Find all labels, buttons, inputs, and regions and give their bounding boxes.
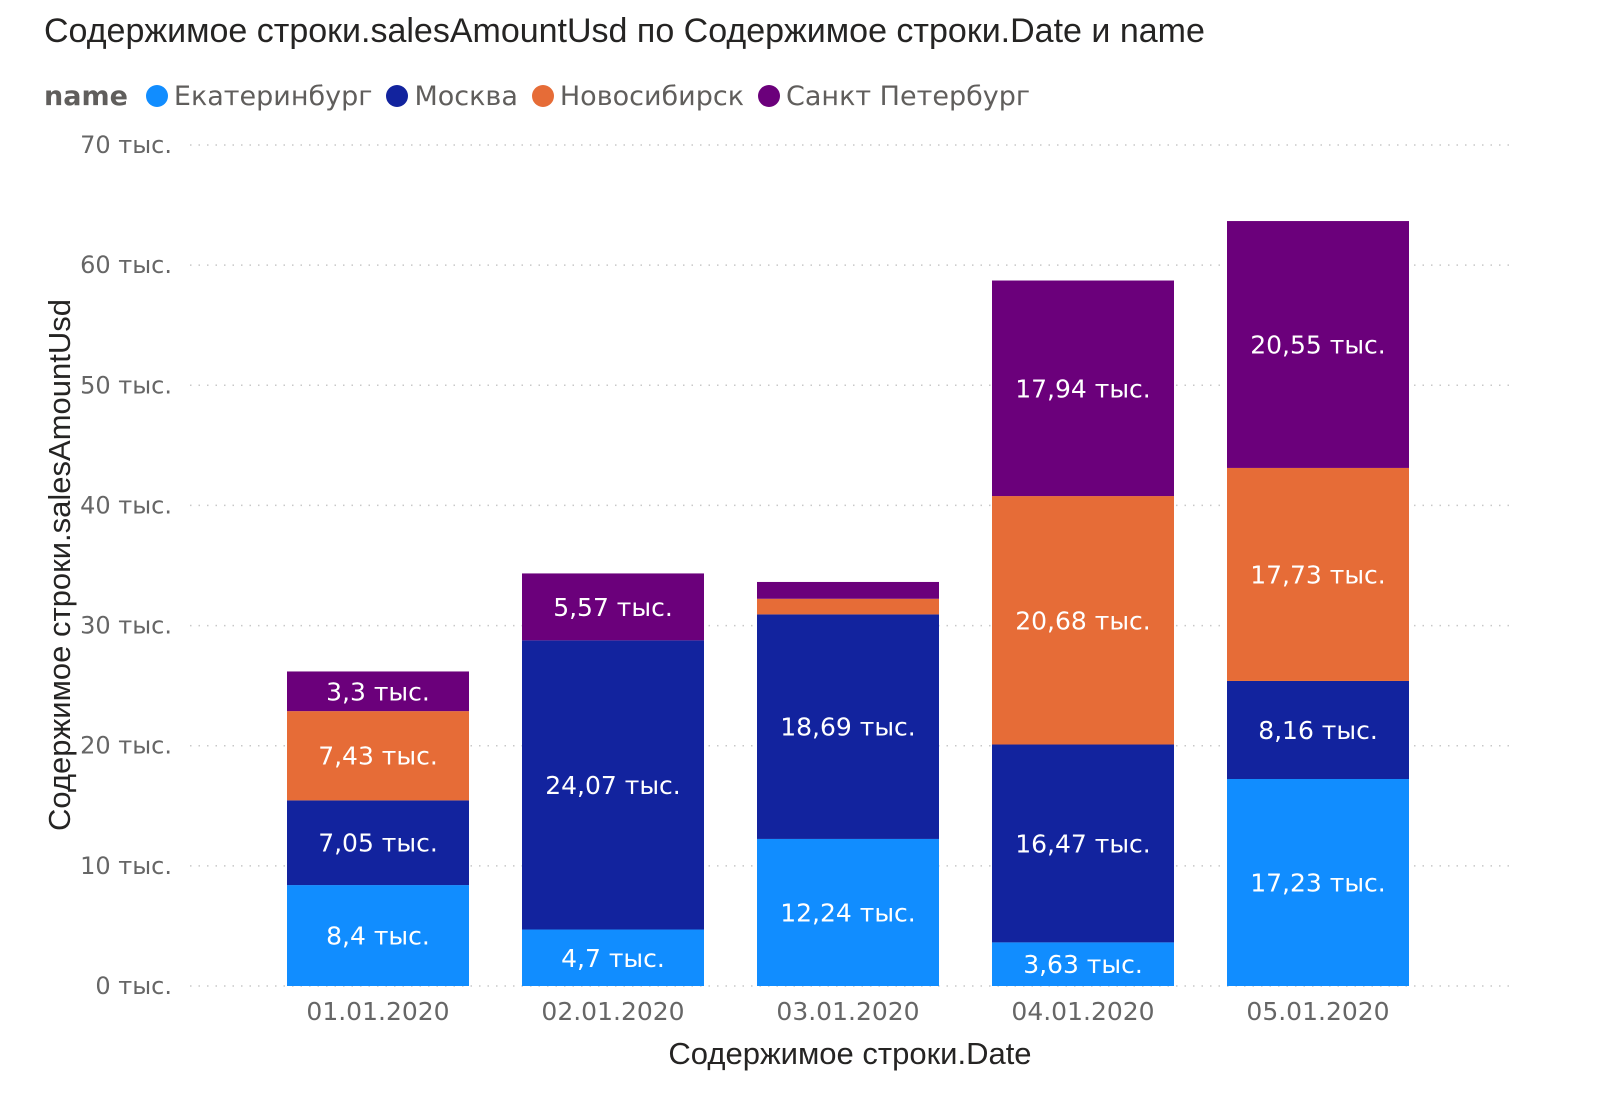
data-label: 24,07 тыс.: [545, 771, 681, 800]
data-label: 3,63 тыс.: [1023, 950, 1143, 979]
bar-segment[interactable]: [992, 942, 1174, 986]
bar-segment[interactable]: [1227, 680, 1409, 779]
data-label: 17,94 тыс.: [1015, 374, 1151, 403]
legend-item-saint-petersburg[interactable]: Санкт Петербург: [758, 81, 1030, 112]
y-axis-ticks: 0 тыс. 10 тыс. 20 тыс. 30 тыс. 40 тыс. 50 тыс…: [80, 131, 172, 1000]
y-tick-label: 50 тыс.: [80, 371, 172, 399]
legend: name Екатеринбург Москва Новосибирск Сан…: [44, 78, 1044, 114]
bar-segment[interactable]: [287, 671, 469, 712]
data-label: 7,43 тыс.: [318, 742, 438, 771]
data-label: 16,47 тыс.: [1015, 829, 1151, 858]
legend-label: Новосибирск: [559, 80, 745, 112]
x-tick-label: 03.01.2020: [776, 997, 919, 1026]
bar-segment[interactable]: [757, 838, 939, 986]
legend-dot-icon: [386, 85, 409, 107]
data-label: 18,69 тыс.: [780, 713, 916, 742]
y-tick-label: 10 тыс.: [80, 852, 172, 880]
data-label: 17,23 тыс.: [1250, 868, 1386, 897]
x-axis-label: Содержимое строки.Date: [668, 1036, 1031, 1071]
bar-segment[interactable]: [757, 581, 939, 599]
bar-segment[interactable]: [1227, 221, 1409, 468]
x-tick-label: 02.01.2020: [541, 997, 684, 1026]
bar-segment[interactable]: [287, 711, 469, 801]
legend-label: Москва: [414, 80, 518, 112]
y-tick-label: 30 тыс.: [80, 612, 172, 640]
data-label: 4,7 тыс.: [561, 944, 665, 973]
legend-item-moscow[interactable]: Москва: [386, 80, 518, 112]
y-tick-label: 60 тыс.: [80, 251, 172, 279]
data-label: 17,73 тыс.: [1250, 560, 1386, 589]
bar-segment[interactable]: [522, 573, 704, 641]
x-tick-label: 05.01.2020: [1246, 997, 1389, 1026]
y-tick-label: 70 тыс.: [80, 131, 172, 159]
data-label: 20,55 тыс.: [1250, 330, 1386, 359]
data-label: 3,3 тыс.: [326, 677, 430, 706]
data-label: 7,05 тыс.: [318, 829, 438, 858]
bars: [287, 221, 1409, 986]
legend-title: name: [44, 80, 128, 112]
bar-segment[interactable]: [757, 598, 939, 615]
data-label: 8,4 тыс.: [326, 922, 430, 951]
bar-segment[interactable]: [1227, 778, 1409, 986]
bar-segment[interactable]: [992, 280, 1174, 497]
legend-dot-icon: [758, 85, 781, 107]
bar-segment[interactable]: [992, 496, 1174, 745]
bar-segment[interactable]: [757, 614, 939, 839]
legend-dot-icon: [145, 85, 168, 107]
legend-item-ekaterinburg[interactable]: Екатеринбург: [145, 80, 373, 112]
y-axis-label: Содержимое строки.salesAmountUsd: [42, 299, 77, 831]
bar-segment[interactable]: [522, 929, 704, 986]
data-label: 5,57 тыс.: [553, 593, 673, 622]
x-tick-label: 04.01.2020: [1011, 997, 1154, 1026]
legend-item-novosibirsk[interactable]: Новосибирск: [531, 80, 745, 112]
legend-dot-icon: [531, 85, 554, 107]
bar-segment[interactable]: [287, 885, 469, 986]
y-tick-label: 20 тыс.: [80, 732, 172, 760]
data-label: 8,16 тыс.: [1258, 716, 1378, 745]
bar-segment[interactable]: [1227, 467, 1409, 681]
x-axis-ticks: 01.01.2020 02.01.2020 03.01.2020 04.01.2020…: [306, 997, 1389, 1026]
chart-title: Содержимое строки.salesAmountUsd по Соде…: [44, 12, 1205, 50]
x-tick-label: 01.01.2020: [306, 997, 449, 1026]
data-label: 20,68 тыс.: [1015, 606, 1151, 635]
y-tick-label: 40 тыс.: [80, 491, 172, 519]
legend-label: Санкт Петербург: [786, 80, 1031, 112]
data-label: 12,24 тыс.: [780, 898, 916, 927]
data-labels: 8,4 тыс. 7,05 тыс. 7,43 тыс. 3,3 тыс. 4,7 ты…: [318, 330, 1386, 979]
legend-label: Екатеринбург: [173, 80, 373, 112]
bar-segment[interactable]: [992, 744, 1174, 943]
bar-segment[interactable]: [287, 800, 469, 886]
bar-segment[interactable]: [522, 640, 704, 930]
y-tick-label: 0 тыс.: [95, 972, 172, 1000]
